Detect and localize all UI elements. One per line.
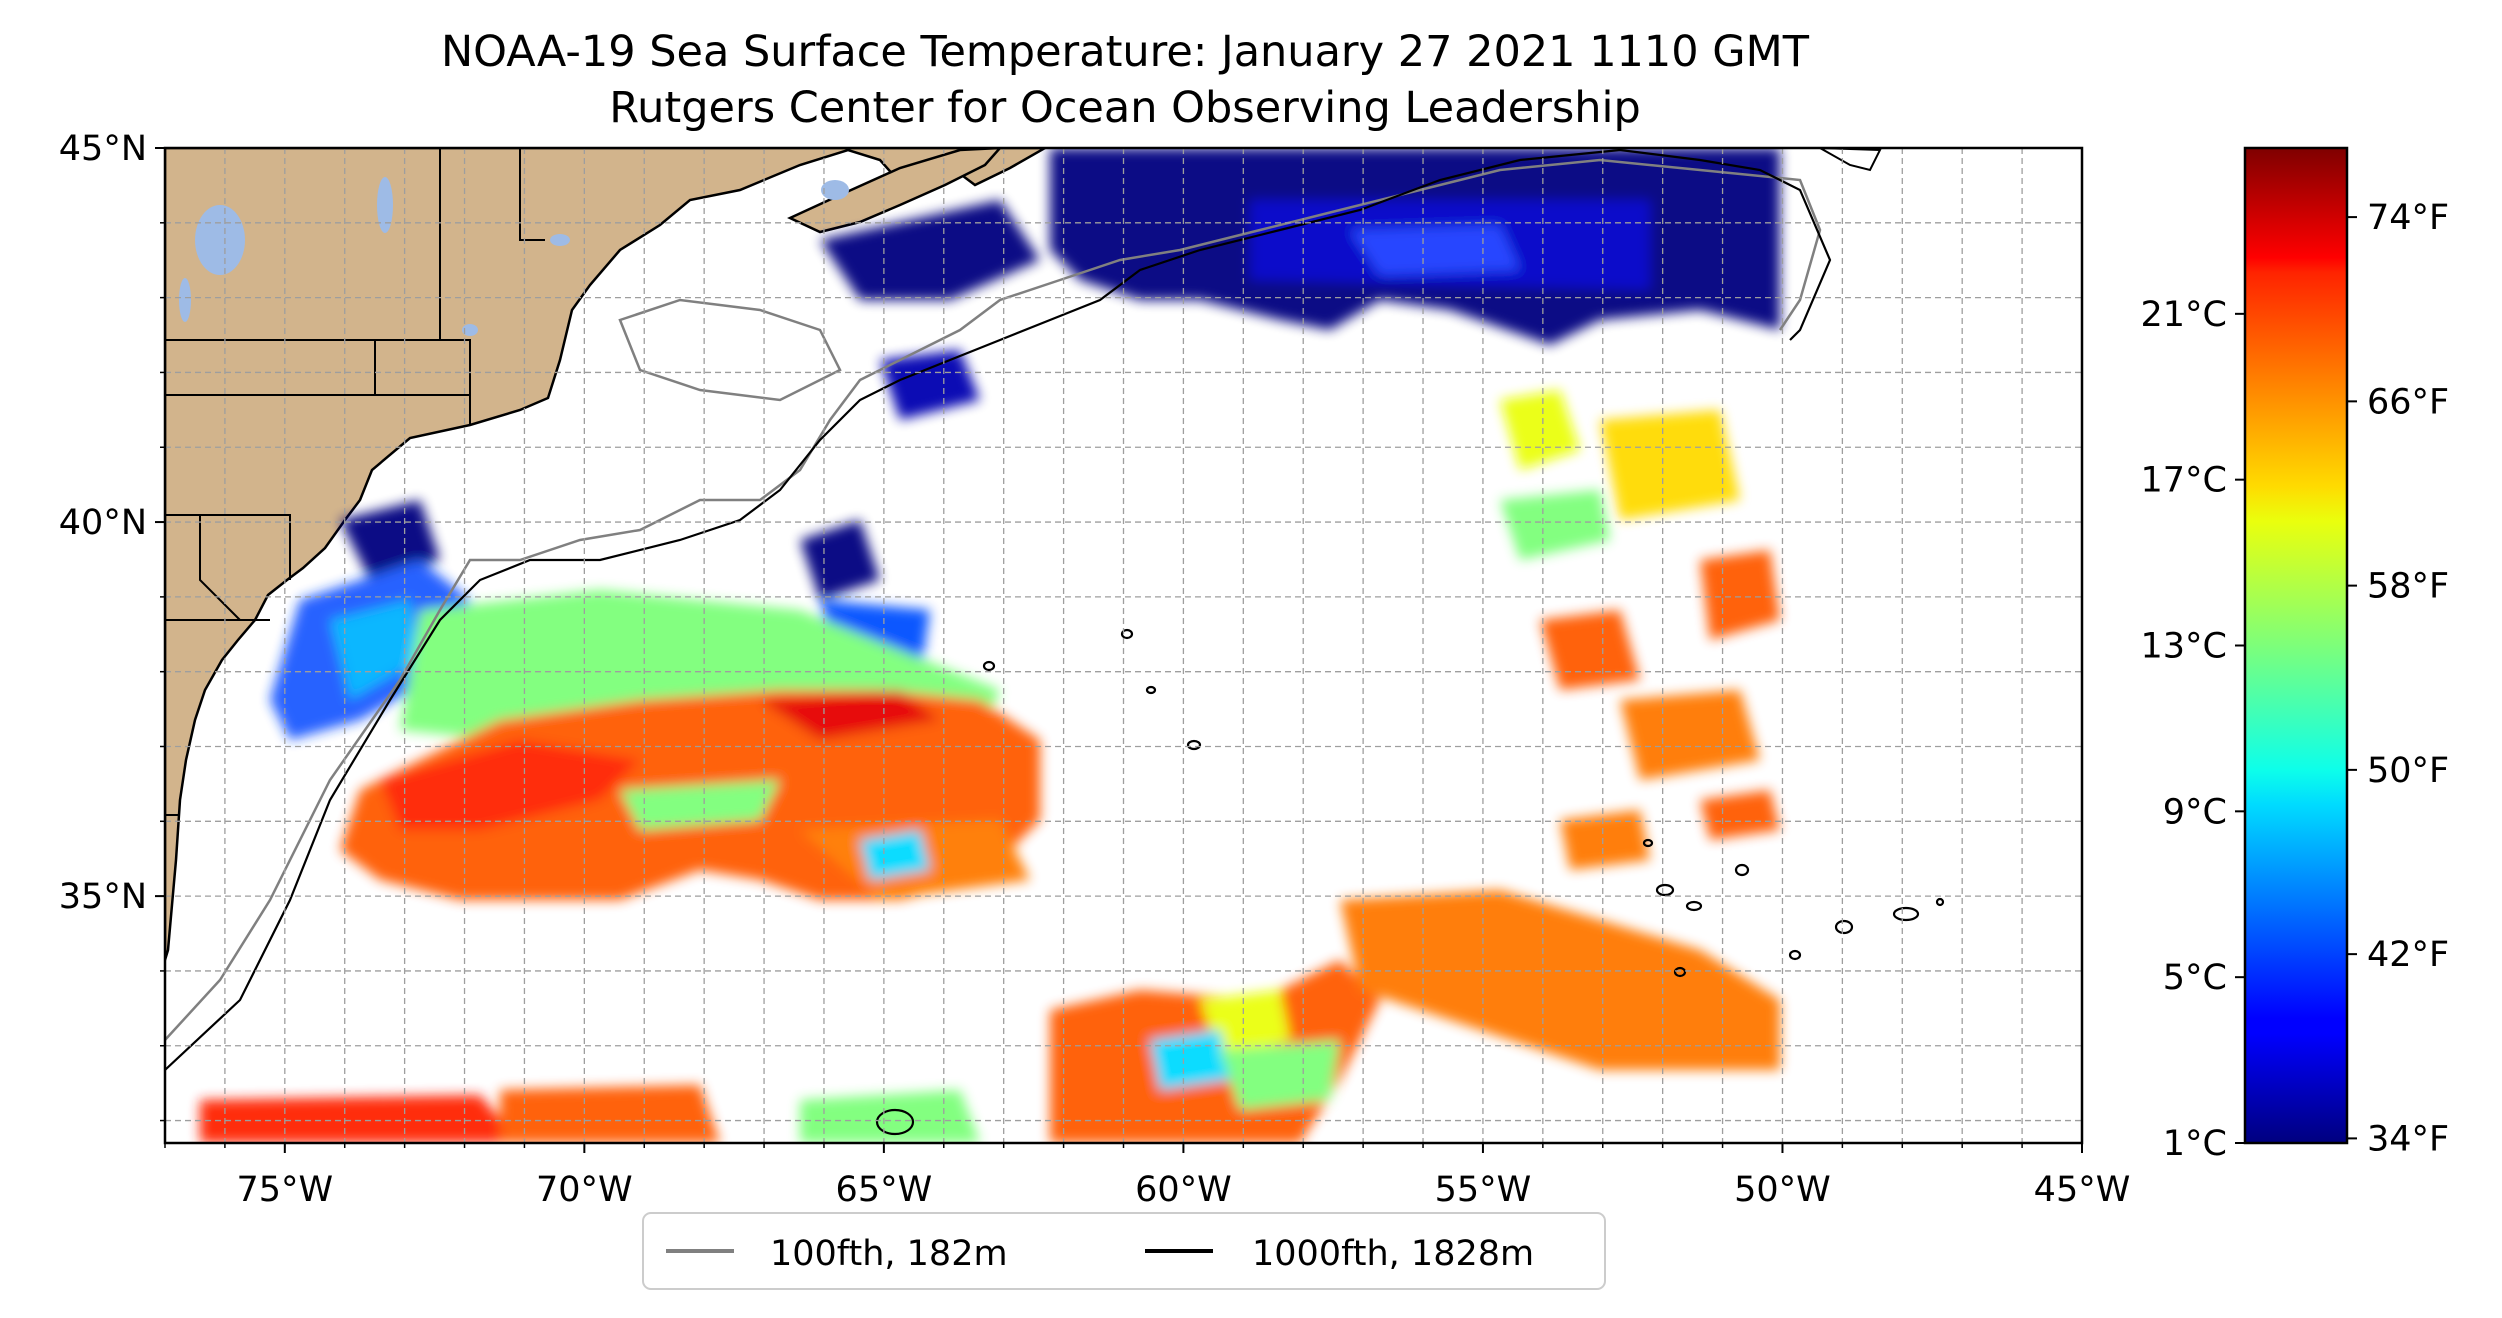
legend-label-1000fth: 1000fth, 1828m (1252, 1234, 1534, 1274)
legend-box (642, 1212, 1606, 1290)
colorbar-c-label: 17°C (2141, 461, 2227, 501)
gridlines (165, 148, 2082, 1143)
lon-tick-label: 50°W (1734, 1170, 1831, 1210)
lon-tick-label: 55°W (1435, 1170, 1532, 1210)
colorbar-c-label: 13°C (2141, 627, 2227, 667)
colorbar-f-label: 42°F (2367, 935, 2449, 975)
colorbar-f-label: 66°F (2367, 382, 2449, 422)
sst-field (200, 148, 1780, 1143)
lon-tick-label: 70°W (536, 1170, 633, 1210)
colorbar-gradient (2243, 146, 2349, 1145)
state-borders (165, 148, 545, 816)
lat-tick-label: 45°N (59, 129, 147, 169)
lon-tick-label: 60°W (1135, 1170, 1232, 1210)
land-newfoundland (1819, 148, 1882, 172)
isobath-1000fth (165, 148, 1945, 1136)
colorbar-c-label: 9°C (2163, 792, 2227, 832)
lat-tick-label: 40°N (59, 503, 147, 543)
colorbar-f-label: 74°F (2367, 198, 2449, 238)
colorbar-c-label: 5°C (2163, 958, 2227, 998)
colorbar-fahrenheit-axis: 34°F 42°F 50°F 58°F 66°F 74°F (2347, 198, 2449, 1159)
lon-tick-label: 65°W (836, 1170, 933, 1210)
map-axes: 75°W 70°W 65°W 60°W 55°W 50°W 45°W 45°N 40°N 35°N (59, 129, 2131, 1210)
colorbar-c-label: 21°C (2141, 295, 2227, 335)
lon-tick-label: 45°W (2034, 1170, 2131, 1210)
colorbar-celsius-axis: 1°C 5°C 9°C 13°C 17°C 21°C (2141, 295, 2245, 1164)
lat-tick-label: 35°N (59, 877, 147, 917)
lakes (179, 177, 849, 336)
land-nova-scotia (787, 148, 1002, 234)
map-panel: 75°W 70°W 65°W 60°W 55°W 50°W 45°W 45°N 40°N 35°N (59, 129, 2131, 1210)
colorbar-f-label: 58°F (2367, 567, 2449, 607)
isobath-100fth (165, 158, 1822, 1041)
colorbar-c-label: 1°C (2163, 1124, 2227, 1164)
colorbar: 1°C 5°C 9°C 13°C 17°C 21°C 34°F 42°F 50°F 58°F 66… (2141, 146, 2449, 1164)
chart-title: NOAA-19 Sea Surface Temperature: January… (441, 27, 1809, 77)
legend: 100fth, 182m 1000fth, 1828m (642, 1212, 1606, 1290)
chart-subtitle: Rutgers Center for Ocean Observing Leade… (609, 83, 1641, 133)
colorbar-f-label: 34°F (2367, 1119, 2449, 1159)
legend-label-100fth: 100fth, 182m (770, 1234, 1008, 1274)
lon-tick-label: 75°W (236, 1170, 333, 1210)
colorbar-f-label: 50°F (2367, 751, 2449, 791)
